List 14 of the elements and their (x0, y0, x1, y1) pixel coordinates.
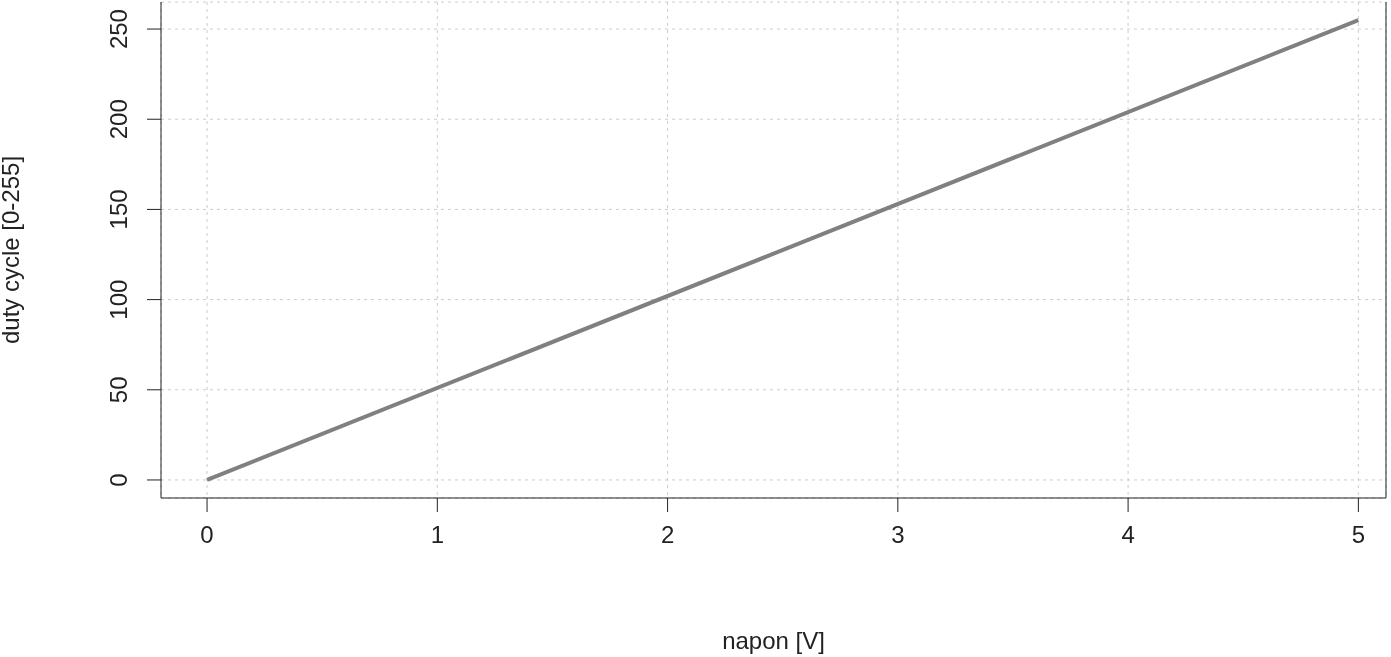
y-tick-label: 250 (105, 9, 132, 50)
x-tick-label: 2 (660, 521, 675, 549)
x-tick-label: 0 (200, 521, 214, 549)
y-tick-label: 200 (105, 99, 132, 140)
y-tick-label: 150 (105, 189, 132, 230)
y-axis-title: duty cycle [0-255] (0, 155, 24, 345)
x-tick-label: 1 (430, 521, 444, 549)
x-axis-title: napon [V] (722, 627, 825, 654)
x-tick-label: 5 (1351, 521, 1366, 549)
y-tick-label: 0 (105, 473, 132, 487)
y-tick-label: 50 (105, 376, 132, 404)
x-tick-label: 4 (1121, 521, 1135, 549)
y-tick-label: 100 (105, 279, 132, 320)
x-tick-label: 3 (891, 521, 905, 549)
